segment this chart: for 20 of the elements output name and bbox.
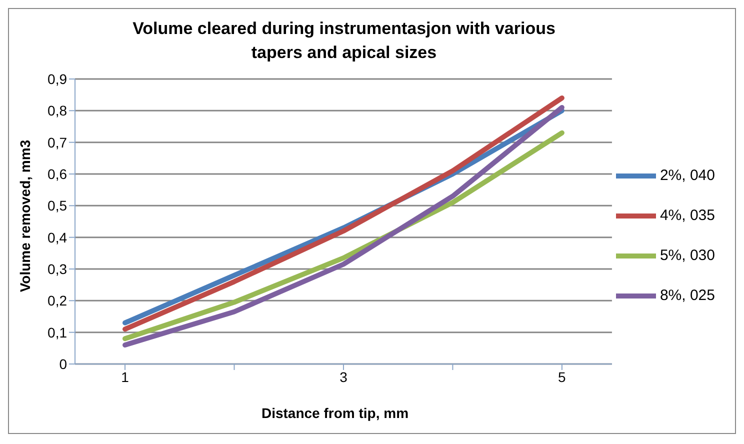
y-tick-label: 0,7 (48, 134, 68, 150)
y-axis-title: Volume removed, mm3 (17, 140, 33, 292)
y-tick-label: 0,6 (48, 166, 68, 182)
y-tick-label: 0,1 (48, 324, 68, 340)
legend-label: 4%, 035 (660, 207, 715, 224)
legend-label: 8%, 025 (660, 287, 715, 304)
legend-label: 5%, 030 (660, 247, 715, 264)
x-tick-label: 1 (121, 368, 130, 385)
y-tick-label: 0 (59, 356, 68, 372)
y-tick-label: 0,9 (48, 70, 68, 87)
y-tick-label: 0,8 (48, 102, 68, 119)
y-tick-label: 0,5 (48, 198, 68, 214)
chart-title: Volume cleared during instrumentasjon with various tapers and apical sizes (132, 18, 556, 64)
legend-label: 2%, 040 (660, 166, 715, 184)
x-axis-title: Distance from tip, mm (260, 405, 410, 421)
y-tick-label: 0,3 (48, 260, 68, 277)
y-tick-label: 0,4 (48, 229, 68, 246)
y-tick-label: 0,2 (48, 292, 68, 309)
x-tick-label: 3 (340, 368, 348, 385)
x-tick-label: 5 (558, 368, 566, 385)
